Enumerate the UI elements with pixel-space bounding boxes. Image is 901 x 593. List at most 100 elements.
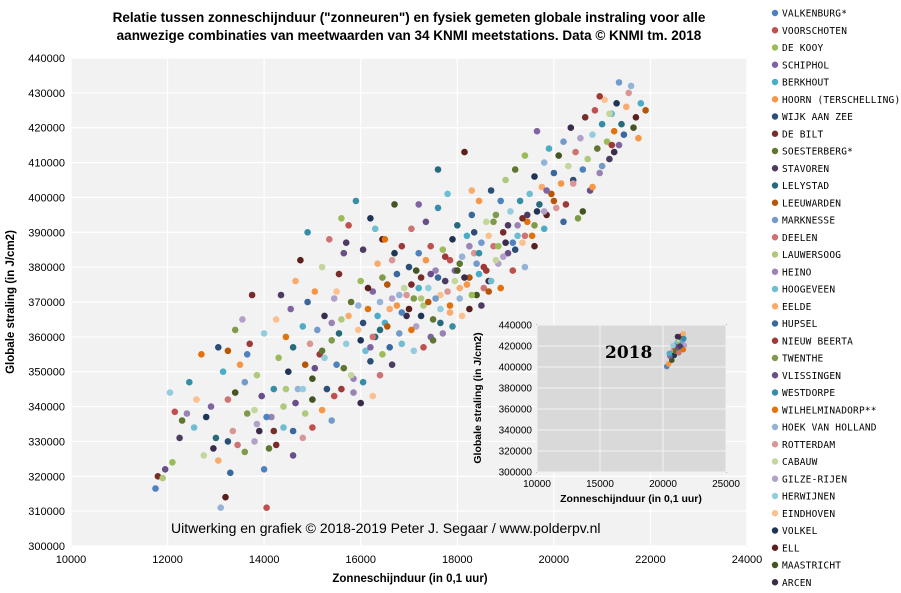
scatter-point bbox=[342, 239, 350, 246]
scatter-point bbox=[618, 120, 625, 128]
x-tick-label: 18000 bbox=[442, 554, 473, 566]
scatter-point bbox=[579, 166, 587, 173]
scatter-point bbox=[543, 187, 550, 194]
legend: VALKENBURG* VOORSCHOTEN DE KOOY SCHIPHOL BER… bbox=[771, 9, 900, 589]
legend-item: LAUWERSOOG bbox=[771, 250, 841, 261]
scatter-point bbox=[403, 291, 410, 299]
legend-label: MARKNESSE bbox=[782, 216, 835, 227]
scatter-point bbox=[458, 253, 466, 260]
scatter-point bbox=[444, 288, 451, 295]
inset-scatter-point bbox=[665, 361, 672, 367]
legend-label: LELYSTAD bbox=[782, 181, 829, 192]
legend-label: WILHELMINADORP** bbox=[782, 405, 877, 416]
y-tick-label: 350000 bbox=[28, 367, 65, 379]
x-tick-labels: 10000 12000 14000 16000 18000 20000 22000 24000 bbox=[56, 554, 763, 566]
scatter-point bbox=[384, 323, 391, 330]
scatter-point bbox=[215, 344, 222, 351]
scatter-point bbox=[466, 305, 473, 313]
scatter-point bbox=[369, 333, 377, 341]
scatter-point bbox=[434, 204, 442, 212]
legend-marker bbox=[771, 579, 779, 586]
legend-item: MAASTRICHT bbox=[771, 561, 841, 572]
scatter-point bbox=[285, 368, 292, 376]
legend-marker bbox=[771, 303, 779, 310]
legend-item: EELDE bbox=[771, 302, 811, 313]
legend-item: HOEK VAN HOLLAND bbox=[771, 423, 877, 434]
scatter-point bbox=[637, 100, 645, 107]
scatter-point bbox=[321, 354, 328, 362]
legend-marker bbox=[771, 27, 779, 34]
scatter-point bbox=[446, 302, 454, 309]
scatter-point bbox=[456, 260, 464, 268]
y-tick-label: 410000 bbox=[28, 158, 65, 170]
scatter-point bbox=[434, 166, 442, 173]
legend-item: SOESTERBERG* bbox=[771, 147, 853, 158]
scatter-point bbox=[388, 256, 396, 264]
scatter-point bbox=[282, 385, 290, 393]
scatter-point bbox=[330, 392, 338, 400]
scatter-point bbox=[499, 229, 507, 236]
y-tick-label: 370000 bbox=[28, 297, 65, 309]
scatter-point bbox=[466, 274, 473, 281]
scatter-point bbox=[280, 424, 287, 431]
scatter-point bbox=[152, 485, 159, 492]
scatter-point bbox=[446, 256, 454, 264]
scatter-point bbox=[243, 351, 251, 358]
scatter-point bbox=[229, 427, 237, 435]
scatter-point bbox=[596, 93, 603, 100]
scatter-point bbox=[632, 114, 640, 121]
scatter-point bbox=[338, 385, 345, 393]
legend-item: ROTTERDAM bbox=[771, 440, 835, 451]
scatter-point bbox=[198, 351, 205, 358]
x-axis-label: Zonneschijnduur (in 0,1 uur) bbox=[332, 573, 487, 585]
scatter-point bbox=[495, 242, 502, 250]
scatter-point bbox=[219, 368, 227, 376]
scatter-point bbox=[642, 107, 649, 114]
scatter-point bbox=[581, 114, 589, 121]
legend-item: HEINO bbox=[771, 267, 811, 278]
scatter-point bbox=[478, 302, 485, 309]
scatter-point bbox=[294, 385, 302, 393]
scatter-point bbox=[251, 438, 258, 445]
scatter-point bbox=[224, 438, 232, 445]
scatter-point bbox=[396, 291, 403, 299]
scatter-point bbox=[292, 277, 299, 285]
scatter-point bbox=[357, 337, 365, 344]
legend-item: LELYSTAD bbox=[771, 181, 829, 192]
scatter-point bbox=[364, 284, 372, 292]
legend-item: HUPSEL bbox=[771, 319, 817, 330]
scatter-point bbox=[596, 169, 603, 177]
scatter-point bbox=[301, 361, 309, 369]
scatter-point bbox=[231, 326, 239, 334]
legend-marker bbox=[771, 182, 779, 189]
scatter-point bbox=[439, 246, 447, 253]
scatter-point bbox=[514, 222, 521, 229]
scatter-point bbox=[345, 312, 352, 320]
scatter-point bbox=[553, 204, 560, 212]
legend-label: NIEUW BEERTA bbox=[782, 336, 853, 347]
legend-item: HOORN (TERSCHELLING) bbox=[771, 95, 900, 106]
inset-scatter-point bbox=[669, 357, 675, 364]
inset-scatter-point bbox=[680, 346, 686, 353]
scatter-point bbox=[565, 162, 572, 170]
scatter-point bbox=[485, 288, 493, 295]
y-tick-label: 420000 bbox=[28, 123, 65, 135]
scatter-point bbox=[533, 208, 541, 215]
legend-marker bbox=[771, 320, 779, 327]
scatter-point bbox=[384, 281, 391, 288]
legend-marker bbox=[771, 337, 779, 344]
inset-y-tick-labels: 300000 320000 340000 360000 380000 400000 4200… bbox=[499, 321, 533, 479]
scatter-point bbox=[425, 298, 432, 306]
scatter-point bbox=[427, 242, 435, 250]
legend-label: VALKENBURG* bbox=[782, 9, 847, 20]
scatter-point bbox=[215, 457, 222, 464]
scatter-point bbox=[270, 427, 278, 435]
scatter-point bbox=[398, 309, 406, 316]
legend-label: EINDHOVEN bbox=[782, 509, 835, 520]
legend-label: VOLKEL bbox=[782, 526, 818, 537]
scatter-point bbox=[417, 312, 425, 320]
scatter-point bbox=[630, 124, 637, 131]
scatter-point bbox=[272, 316, 280, 323]
legend-label: ROTTERDAM bbox=[782, 440, 835, 451]
legend-item: NIEUW BEERTA bbox=[771, 336, 853, 347]
